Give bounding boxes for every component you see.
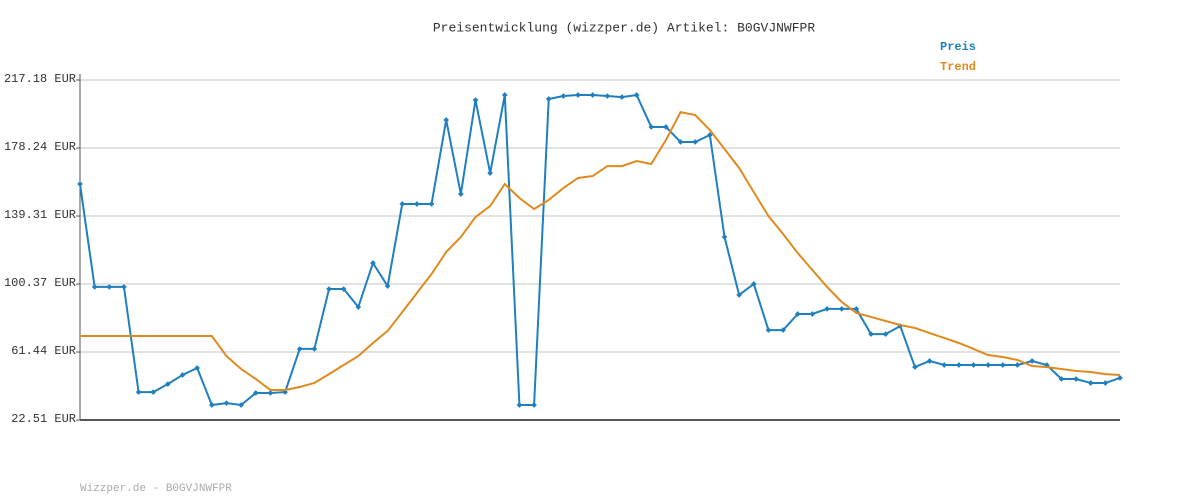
y-tick-label: 178.24 EUR <box>4 140 76 154</box>
data-point <box>750 281 757 287</box>
data-point <box>531 402 537 408</box>
data-point <box>340 286 347 292</box>
data-point <box>589 92 596 98</box>
data-point <box>135 389 142 395</box>
data-point <box>633 92 640 98</box>
data-point <box>868 331 874 337</box>
data-point <box>326 286 332 292</box>
data-point <box>311 346 318 352</box>
data-point <box>648 124 655 130</box>
data-point <box>765 327 772 333</box>
data-point <box>780 327 786 333</box>
data-point <box>252 390 259 396</box>
data-point <box>985 362 991 368</box>
y-tick-label: 217.18 EUR <box>4 72 76 86</box>
data-point <box>1014 362 1021 368</box>
data-point <box>545 96 552 102</box>
data-point <box>882 331 889 337</box>
data-point <box>194 365 201 371</box>
data-point <box>707 132 713 138</box>
data-point <box>838 306 845 312</box>
data-point <box>619 94 625 100</box>
y-tick-label: 139.31 EUR <box>4 208 76 222</box>
data-point <box>355 304 362 310</box>
data-point <box>223 400 230 406</box>
data-point <box>150 389 157 395</box>
legend-label: Trend <box>940 60 976 74</box>
data-point <box>414 201 420 207</box>
data-point <box>999 362 1006 368</box>
data-point <box>77 181 83 187</box>
data-point <box>106 284 113 290</box>
data-point <box>121 284 127 290</box>
data-point <box>296 346 303 352</box>
data-point <box>824 306 830 312</box>
data-point <box>1058 376 1065 382</box>
data-point <box>1102 380 1109 386</box>
data-point <box>1087 380 1094 386</box>
data-point <box>970 362 977 368</box>
y-tick-label: 100.37 EUR <box>4 276 76 290</box>
data-point <box>516 402 523 408</box>
data-point <box>1029 358 1035 364</box>
data-point <box>721 234 728 240</box>
data-point <box>267 390 274 396</box>
data-point <box>428 201 435 207</box>
data-point <box>941 362 948 368</box>
y-tick-label: 22.51 EUR <box>11 412 76 426</box>
data-point <box>443 117 450 123</box>
data-point <box>399 201 406 207</box>
footer: Wizzper.de - B0GVJNWFPR <box>80 483 232 495</box>
series-line <box>80 110 1121 391</box>
data-point <box>91 284 98 290</box>
data-point <box>677 139 684 145</box>
data-point <box>179 372 186 378</box>
legend-label: Preis <box>940 40 976 54</box>
data-point <box>912 364 918 370</box>
data-point <box>809 311 816 317</box>
data-point <box>663 124 669 130</box>
data-point <box>487 170 493 176</box>
data-point <box>1117 375 1123 381</box>
data-point <box>956 362 962 368</box>
data-point <box>238 402 244 408</box>
data-point <box>458 191 464 197</box>
data-point <box>692 139 699 145</box>
data-point <box>1073 376 1079 382</box>
data-point <box>794 311 801 317</box>
data-point <box>560 93 567 99</box>
data-point <box>384 283 391 289</box>
data-point <box>736 292 742 298</box>
data-point <box>926 358 933 364</box>
data-point <box>501 92 508 98</box>
data-point <box>853 306 860 312</box>
chart-title: Preisentwicklung (wizzper.de) Artikel: B… <box>433 20 815 35</box>
y-tick-label: 61.44 EUR <box>11 344 76 358</box>
data-point <box>575 92 581 98</box>
data-point <box>209 402 215 408</box>
data-point <box>472 97 479 103</box>
data-point <box>604 93 611 99</box>
data-point <box>165 381 171 387</box>
data-point <box>370 260 376 266</box>
